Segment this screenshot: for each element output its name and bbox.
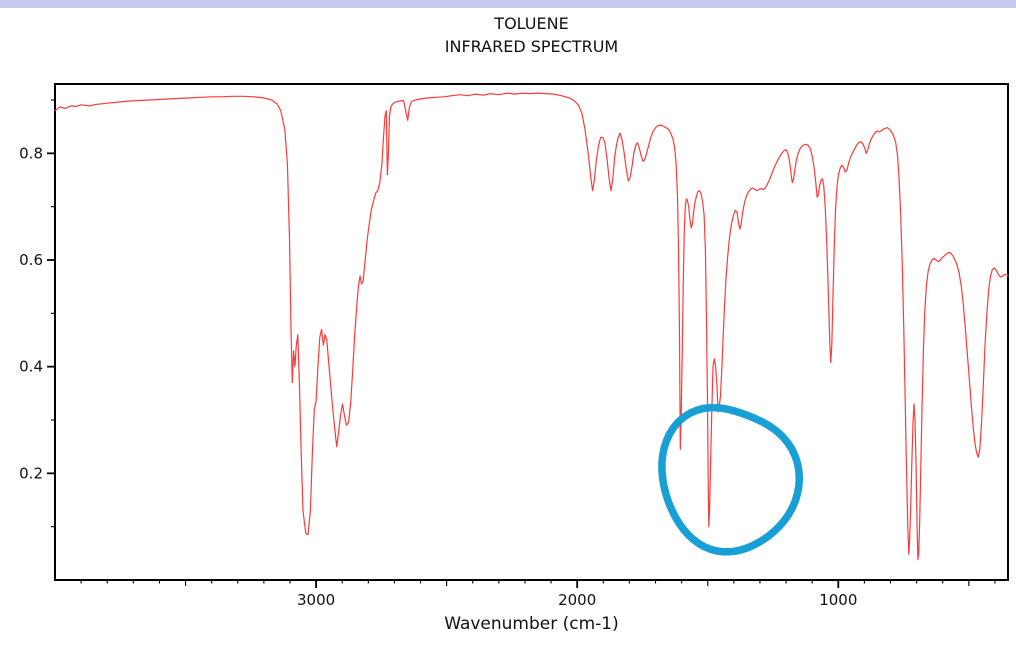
- chart-title-line2: INFRARED SPECTRUM: [444, 37, 619, 56]
- plot-frame: [54, 83, 1009, 581]
- chart-title-line1: TOLUENE: [494, 14, 569, 33]
- y-tick-label: 0.2: [19, 464, 43, 482]
- x-tick-label: 1000: [819, 591, 857, 609]
- x-tick-label: 3000: [297, 591, 335, 609]
- x-axis-label: Wavenumber (cm-1): [444, 614, 619, 634]
- x-axis-ticks: 3000 2000 1000: [80, 580, 996, 609]
- top-strip: [0, 0, 1016, 8]
- y-tick-label: 0.8: [19, 144, 43, 162]
- y-axis-ticks: 0.2 0.4 0.6 0.8: [19, 99, 55, 528]
- spectrum-curve: [54, 92, 1009, 561]
- y-tick-label: 0.4: [19, 358, 43, 376]
- title-block: TOLUENE INFRARED SPECTRUM: [55, 12, 1008, 58]
- y-tick-label: 0.6: [19, 251, 43, 269]
- hand-drawn-circle-annotation: [658, 403, 804, 556]
- x-tick-label: 2000: [558, 591, 596, 609]
